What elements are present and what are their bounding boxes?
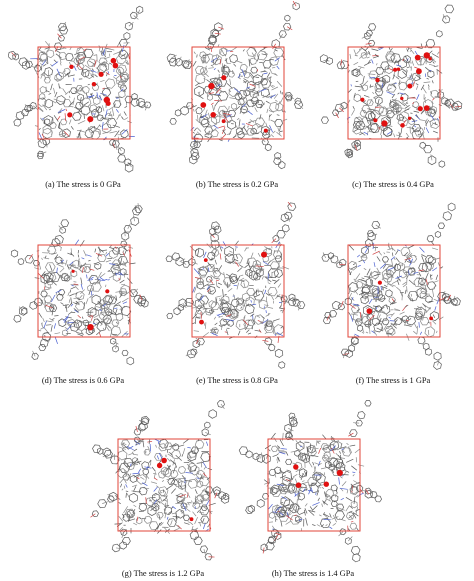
panel-h: (h) The stress is 1.4 GPa [238,392,388,578]
molecular-structure-image [319,4,463,168]
panel-e: (e) The stress is 0.8 GPa [162,198,312,385]
panel-caption: (c) The stress is 0.4 GPa [352,180,434,189]
panel-caption: (b) The stress is 0.2 GPa [195,180,279,189]
molecular-structure-image [8,5,152,173]
molecular-structure-image [90,400,230,561]
panel-caption: (f) The stress is 1 GPa [355,376,431,385]
molecular-structure-image [10,203,149,366]
panel-b: (b) The stress is 0.2 GPa [162,0,312,189]
molecular-structure-image [238,400,383,563]
panel-g: (g) The stress is 1.2 GPa [88,392,238,578]
panel-caption: (a) The stress is 0 GPa [45,180,121,189]
panel-caption: (d) The stress is 0.6 GPa [41,376,125,385]
panel-d: (d) The stress is 0.6 GPa [8,198,158,385]
panel-f: (f) The stress is 1 GPa [318,198,468,385]
panel-caption: (h) The stress is 1.4 GPa [271,569,355,578]
molecular-structure-image [165,201,306,369]
molecular-structure-image [321,202,461,370]
molecular-structure-image [166,0,304,170]
panel-a: (a) The stress is 0 GPa [8,0,158,189]
panel-caption: (g) The stress is 1.2 GPa [121,569,205,578]
panel-c: (c) The stress is 0.4 GPa [318,0,468,189]
panel-caption: (e) The stress is 0.8 GPa [196,376,278,385]
